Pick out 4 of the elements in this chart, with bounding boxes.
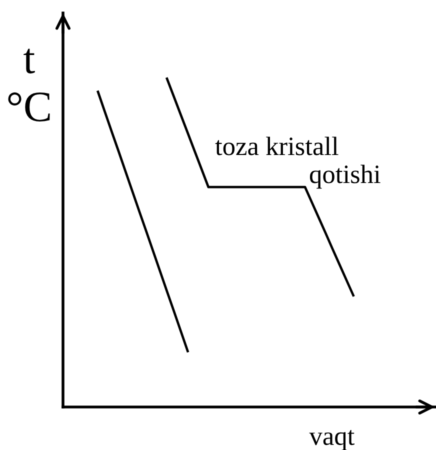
x-axis-title: vaqt (309, 430, 355, 450)
annotation: qotishi (310, 164, 380, 189)
annotation: toza kristall (215, 136, 338, 156)
y-axis-title: t °C (8, 48, 50, 122)
